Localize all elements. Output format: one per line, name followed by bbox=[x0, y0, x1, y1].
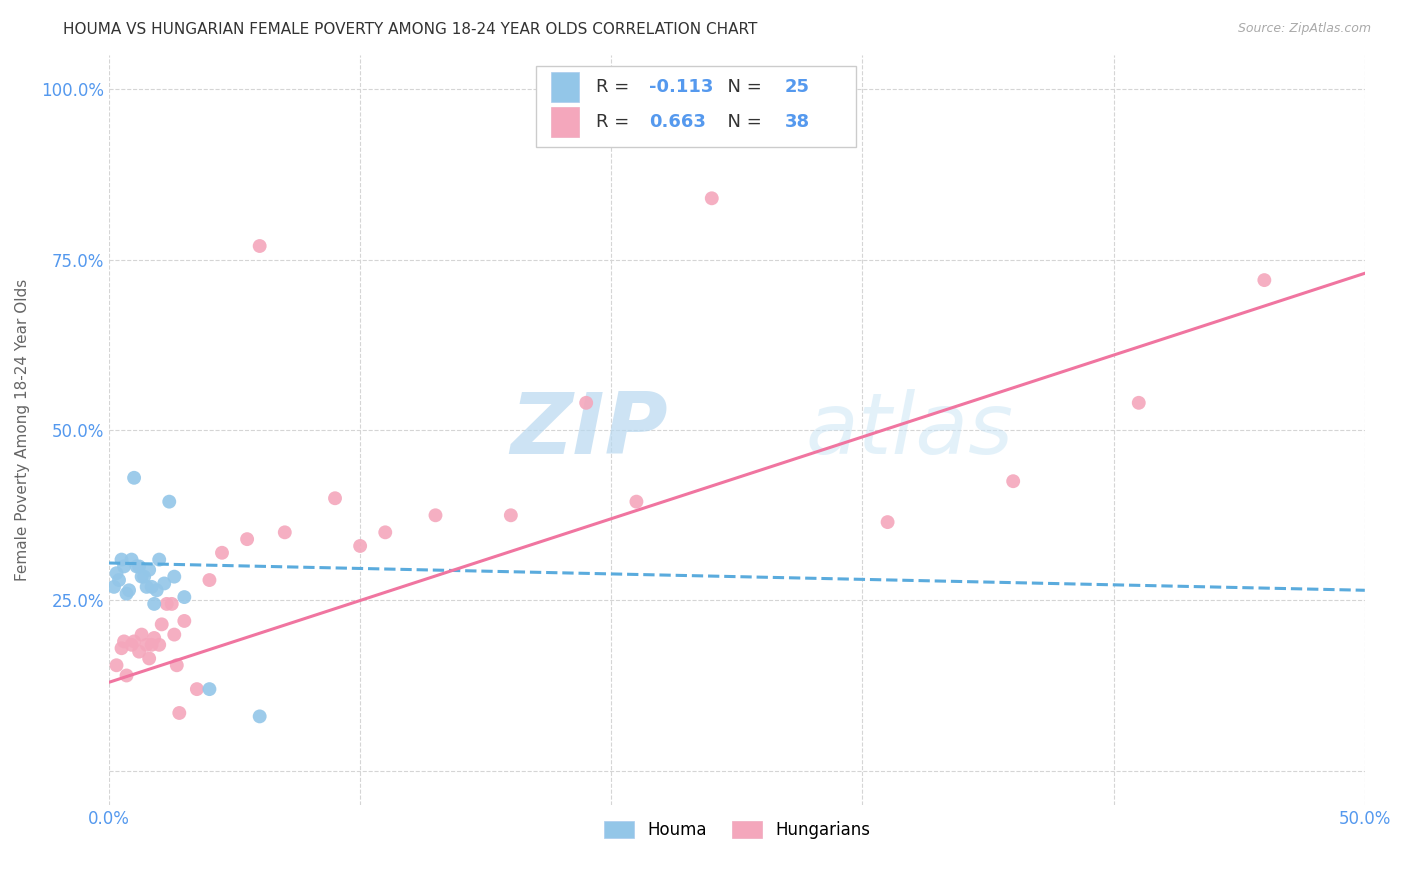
Point bbox=[249, 709, 271, 723]
Point bbox=[876, 515, 898, 529]
Point bbox=[169, 706, 191, 720]
Point bbox=[1253, 273, 1275, 287]
Point bbox=[425, 508, 447, 523]
Point bbox=[131, 569, 153, 583]
Point bbox=[274, 525, 297, 540]
Text: 38: 38 bbox=[785, 113, 810, 131]
Point bbox=[108, 573, 131, 587]
Point bbox=[148, 638, 170, 652]
Point bbox=[121, 552, 143, 566]
Point bbox=[112, 634, 135, 648]
Point bbox=[115, 587, 138, 601]
Point bbox=[110, 552, 132, 566]
Text: R =: R = bbox=[596, 78, 636, 96]
Point bbox=[134, 569, 156, 583]
Point bbox=[700, 191, 723, 205]
Point bbox=[156, 597, 179, 611]
Point bbox=[121, 638, 143, 652]
Point bbox=[122, 471, 145, 485]
Point bbox=[198, 573, 221, 587]
Point bbox=[160, 597, 183, 611]
Point bbox=[122, 634, 145, 648]
Point bbox=[115, 668, 138, 682]
Text: 25: 25 bbox=[785, 78, 810, 96]
Text: 0.663: 0.663 bbox=[650, 113, 706, 131]
Point bbox=[499, 508, 522, 523]
Point bbox=[166, 658, 188, 673]
Point bbox=[211, 546, 233, 560]
Point bbox=[163, 627, 186, 641]
Point bbox=[198, 682, 221, 697]
Point bbox=[163, 569, 186, 583]
Point bbox=[349, 539, 371, 553]
Text: Source: ZipAtlas.com: Source: ZipAtlas.com bbox=[1237, 22, 1371, 36]
Text: -0.113: -0.113 bbox=[650, 78, 713, 96]
Point bbox=[249, 239, 271, 253]
Point bbox=[626, 494, 648, 508]
Point bbox=[141, 580, 163, 594]
Point bbox=[103, 580, 125, 594]
Point bbox=[105, 658, 128, 673]
Point bbox=[323, 491, 346, 506]
Point bbox=[186, 682, 208, 697]
Text: HOUMA VS HUNGARIAN FEMALE POVERTY AMONG 18-24 YEAR OLDS CORRELATION CHART: HOUMA VS HUNGARIAN FEMALE POVERTY AMONG … bbox=[63, 22, 758, 37]
FancyBboxPatch shape bbox=[536, 66, 856, 147]
Point bbox=[128, 559, 150, 574]
Point bbox=[112, 559, 135, 574]
Point bbox=[173, 614, 195, 628]
Point bbox=[143, 597, 166, 611]
Text: R =: R = bbox=[596, 113, 636, 131]
Point bbox=[143, 631, 166, 645]
Point bbox=[153, 576, 176, 591]
Point bbox=[125, 559, 148, 574]
Point bbox=[118, 583, 141, 598]
Point bbox=[138, 563, 160, 577]
Point bbox=[141, 638, 163, 652]
Bar bbox=[551, 107, 579, 136]
Point bbox=[157, 494, 180, 508]
Point bbox=[575, 396, 598, 410]
Bar bbox=[551, 72, 579, 103]
Point bbox=[131, 627, 153, 641]
Point bbox=[173, 590, 195, 604]
Point bbox=[138, 651, 160, 665]
Point bbox=[110, 641, 132, 656]
Text: N =: N = bbox=[716, 78, 768, 96]
Point bbox=[1002, 474, 1025, 488]
Point bbox=[128, 645, 150, 659]
Point bbox=[135, 580, 157, 594]
Legend: Houma, Hungarians: Houma, Hungarians bbox=[598, 814, 877, 846]
Text: ZIP: ZIP bbox=[510, 389, 668, 472]
Point bbox=[105, 566, 128, 581]
Point bbox=[135, 638, 157, 652]
Point bbox=[148, 552, 170, 566]
Point bbox=[1128, 396, 1150, 410]
Text: atlas: atlas bbox=[806, 389, 1014, 472]
Point bbox=[374, 525, 396, 540]
Point bbox=[145, 583, 167, 598]
Point bbox=[236, 532, 259, 546]
Point bbox=[150, 617, 173, 632]
Y-axis label: Female Poverty Among 18-24 Year Olds: Female Poverty Among 18-24 Year Olds bbox=[15, 279, 30, 582]
Text: N =: N = bbox=[716, 113, 768, 131]
